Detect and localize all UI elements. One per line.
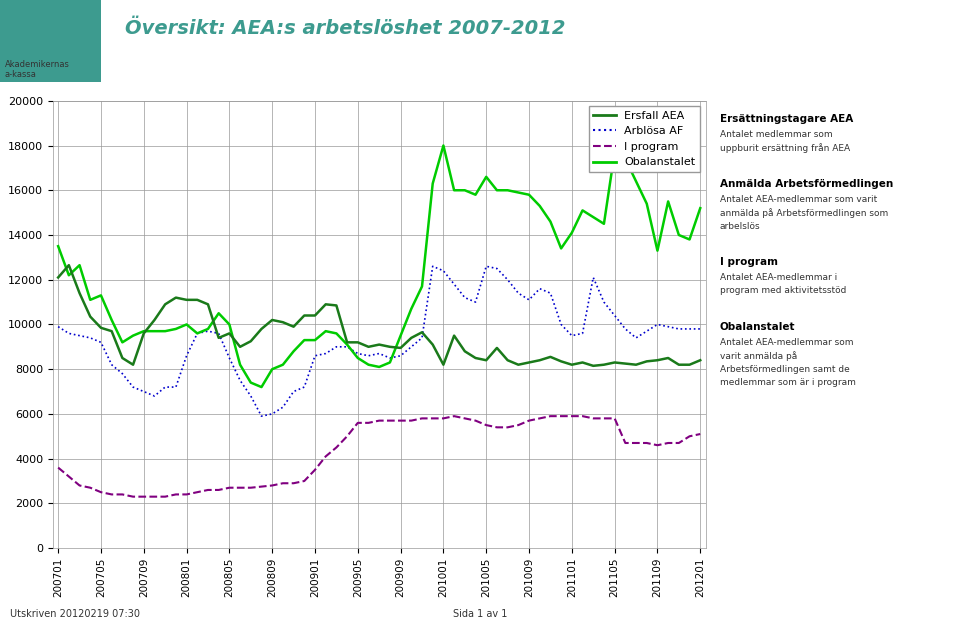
- Text: program med aktivitetsstöd: program med aktivitetsstöd: [720, 287, 847, 295]
- Text: Antalet AEA-medlemmar som varit: Antalet AEA-medlemmar som varit: [720, 195, 877, 203]
- Text: Arbetsförmedlingen samt de: Arbetsförmedlingen samt de: [720, 365, 850, 374]
- Text: anmälda på Arbetsförmedlingen som: anmälda på Arbetsförmedlingen som: [720, 208, 888, 218]
- Text: varit anmälda på: varit anmälda på: [720, 352, 797, 361]
- Text: Antalet AEA-medlemmar som: Antalet AEA-medlemmar som: [720, 338, 853, 347]
- Text: Obalanstalet: Obalanstalet: [720, 322, 796, 332]
- Text: Översikt: AEA:s arbetslöshet 2007-2012: Översikt: AEA:s arbetslöshet 2007-2012: [125, 19, 565, 38]
- Text: Sida 1 av 1: Sida 1 av 1: [453, 609, 507, 619]
- Text: I program: I program: [720, 258, 778, 267]
- Text: Antalet medlemmar som: Antalet medlemmar som: [720, 130, 832, 139]
- Text: Anmälda Arbetsförmedlingen: Anmälda Arbetsförmedlingen: [720, 179, 893, 189]
- Text: Akademikernas
a-kassa: Akademikernas a-kassa: [5, 60, 70, 79]
- Text: Utskriven 20120219 07:30: Utskriven 20120219 07:30: [10, 609, 139, 619]
- Legend: Ersfall AEA, Arblösa AF, I program, Obalanstalet: Ersfall AEA, Arblösa AF, I program, Obal…: [588, 106, 700, 172]
- Bar: [0, 0, 101, 82]
- Text: Ersättningstagare AEA: Ersättningstagare AEA: [720, 114, 853, 124]
- Text: arbelslös: arbelslös: [720, 222, 760, 231]
- Text: medlemmar som är i program: medlemmar som är i program: [720, 378, 856, 387]
- Text: uppburit ersättning från AEA: uppburit ersättning från AEA: [720, 143, 851, 153]
- Text: Antalet AEA-medlemmar i: Antalet AEA-medlemmar i: [720, 273, 837, 282]
